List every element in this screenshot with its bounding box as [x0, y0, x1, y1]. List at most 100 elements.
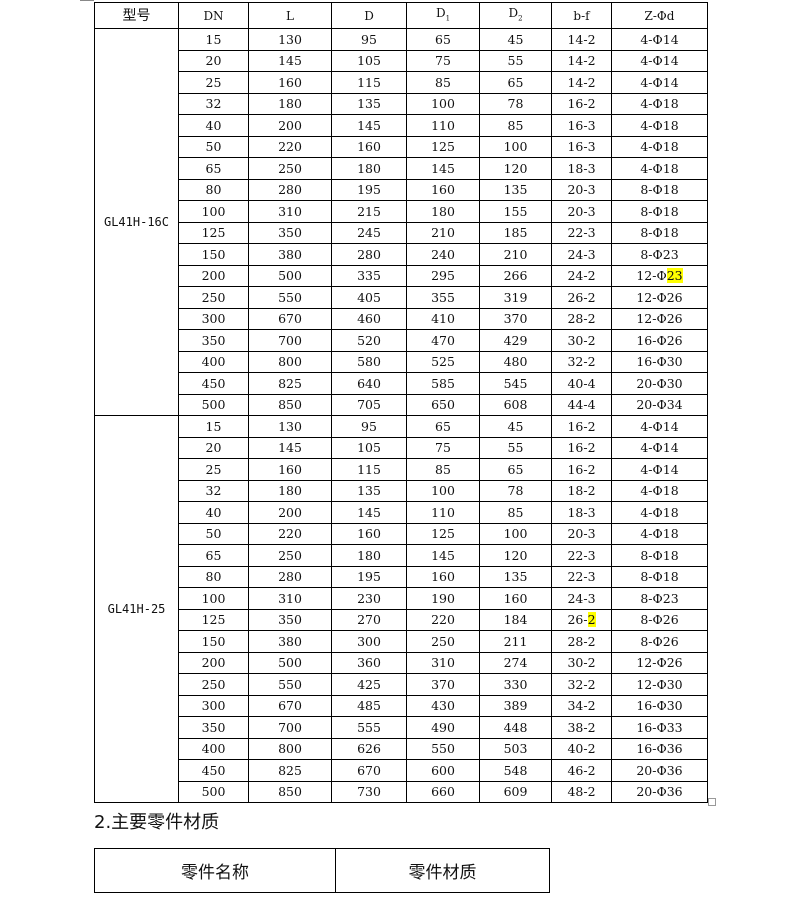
- table-row: 50 220 160 125 100 20-3 4-Φ18: [95, 522, 708, 546]
- cell-zd: 12-Φ30: [611, 673, 708, 696]
- cell-d2: 319: [479, 286, 552, 309]
- cell-bf: 18-2: [551, 479, 612, 503]
- cell-dn: 350: [178, 329, 249, 352]
- cell-dn: 200: [178, 264, 249, 288]
- cell-l: 145: [248, 49, 332, 73]
- cell-bf: 24-3: [551, 587, 612, 610]
- cell-d2: 210: [479, 243, 552, 266]
- header-dn: DN: [178, 1, 249, 30]
- cell-d: 555: [331, 716, 407, 739]
- cell-d: 670: [331, 759, 407, 782]
- header-row: 型号 DN L D D1 D2 b-f Z-Φd: [94, 1, 708, 30]
- cell-l: 180: [248, 479, 332, 503]
- cell-bf: 40-4: [551, 372, 612, 395]
- cell-dn: 20: [178, 49, 249, 73]
- page-edge-line: [80, 0, 94, 1]
- cell-d2: 184: [479, 608, 552, 632]
- cell-zd: 4-Φ14: [611, 458, 708, 481]
- cell-bf: 14-2: [551, 49, 612, 73]
- cell-l: 180: [248, 92, 332, 116]
- cell-d: 105: [331, 436, 407, 460]
- cell-l: 220: [248, 135, 332, 159]
- table-row: GL41H-16C 15 130 95 65 45 14-2 4-Φ14: [94, 28, 708, 417]
- cell-d: 360: [331, 651, 407, 675]
- cell-bf: 38-2: [551, 716, 612, 739]
- cell-d2: 65: [479, 71, 552, 94]
- cell-bf: 24-3: [551, 243, 612, 266]
- cell-dn: 250: [178, 673, 249, 696]
- cell-l: 250: [248, 157, 332, 180]
- cell-dn: 80: [178, 178, 249, 202]
- cell-dn: 400: [178, 350, 249, 374]
- cell-dn: 350: [178, 716, 249, 739]
- cell-dn: 32: [178, 479, 249, 503]
- cell-dn: 15: [178, 415, 249, 438]
- cell-d: 135: [331, 479, 407, 503]
- cell-dn: 25: [178, 458, 249, 481]
- cell-l: 550: [248, 673, 332, 696]
- cell-d: 180: [331, 544, 407, 567]
- cell-l: 700: [248, 329, 332, 352]
- cell-zd: 20-Φ34: [611, 393, 708, 417]
- cell-d1: 295: [406, 264, 480, 288]
- cell-d: 335: [331, 264, 407, 288]
- cell-zd: 16-Φ33: [611, 716, 708, 739]
- table-row: 200 500 360 310 274 30-2 12-Φ26: [95, 651, 708, 675]
- cell-bf: 46-2: [551, 759, 612, 782]
- cell-d2: 135: [479, 178, 552, 202]
- cell-l: 380: [248, 630, 332, 653]
- cell-l: 800: [248, 737, 332, 761]
- cell-l: 350: [248, 608, 332, 632]
- cell-d1: 470: [406, 329, 480, 352]
- cell-dn: 500: [178, 780, 249, 804]
- cell-bf: 34-2: [551, 694, 612, 718]
- table-row: 200 500 335 295 266 24-2 12-Φ23: [95, 264, 708, 288]
- cell-bf: 14-2: [551, 71, 612, 94]
- cell-d1: 660: [406, 780, 480, 804]
- cell-dn: 40: [178, 114, 249, 137]
- highlighted-text: 23: [666, 268, 683, 284]
- table-row: 450 825 670 600 548 46-2 20-Φ36: [95, 759, 708, 782]
- cell-bf: 22-3: [551, 565, 612, 589]
- table-row: 25 160 115 85 65 14-2 4-Φ14: [95, 71, 708, 94]
- cell-d: 520: [331, 329, 407, 352]
- cell-d1: 250: [406, 630, 480, 653]
- table-row: 400 800 626 550 503 40-2 16-Φ36: [95, 737, 708, 761]
- cell-d2: 120: [479, 544, 552, 567]
- cell-dn: 450: [178, 759, 249, 782]
- table-row: 20 145 105 75 55 16-2 4-Φ14: [95, 436, 708, 460]
- cell-d1: 600: [406, 759, 480, 782]
- table-row: 25 160 115 85 65 16-2 4-Φ14: [95, 458, 708, 481]
- cell-zd: 8-Φ18: [611, 221, 708, 245]
- table-row: 100 310 215 180 155 20-3 8-Φ18: [95, 200, 708, 223]
- cell-bf: 16-2: [551, 92, 612, 116]
- cell-d2: 120: [479, 157, 552, 180]
- cell-zd: 4-Φ18: [611, 501, 708, 524]
- table-resize-handle[interactable]: [708, 798, 716, 806]
- cell-d: 705: [331, 393, 407, 417]
- cell-d2: 429: [479, 329, 552, 352]
- cell-l: 670: [248, 307, 332, 331]
- cell-zd: 4-Φ18: [611, 92, 708, 116]
- table-row: 250 550 405 355 319 26-2 12-Φ26: [95, 286, 708, 309]
- cell-bf: 44-4: [551, 393, 612, 417]
- cell-d1: 145: [406, 544, 480, 567]
- cell-bf: 22-3: [551, 544, 612, 567]
- cell-d1: 110: [406, 114, 480, 137]
- header-bf: b-f: [551, 1, 612, 30]
- cell-d: 180: [331, 157, 407, 180]
- cell-dn: 32: [178, 92, 249, 116]
- cell-zd: 20-Φ36: [611, 759, 708, 782]
- cell-l: 825: [248, 372, 332, 395]
- header-d2: D2: [479, 1, 552, 30]
- table-row: 350 700 520 470 429 30-2 16-Φ26: [95, 329, 708, 352]
- cell-d: 160: [331, 522, 407, 546]
- cell-d: 145: [331, 501, 407, 524]
- cell-zd: 8-Φ18: [611, 544, 708, 567]
- model-cell: GL41H-25: [94, 415, 179, 804]
- cell-l: 380: [248, 243, 332, 266]
- cell-d1: 355: [406, 286, 480, 309]
- cell-d1: 310: [406, 651, 480, 675]
- cell-d2: 480: [479, 350, 552, 374]
- cell-zd: 4-Φ18: [611, 479, 708, 503]
